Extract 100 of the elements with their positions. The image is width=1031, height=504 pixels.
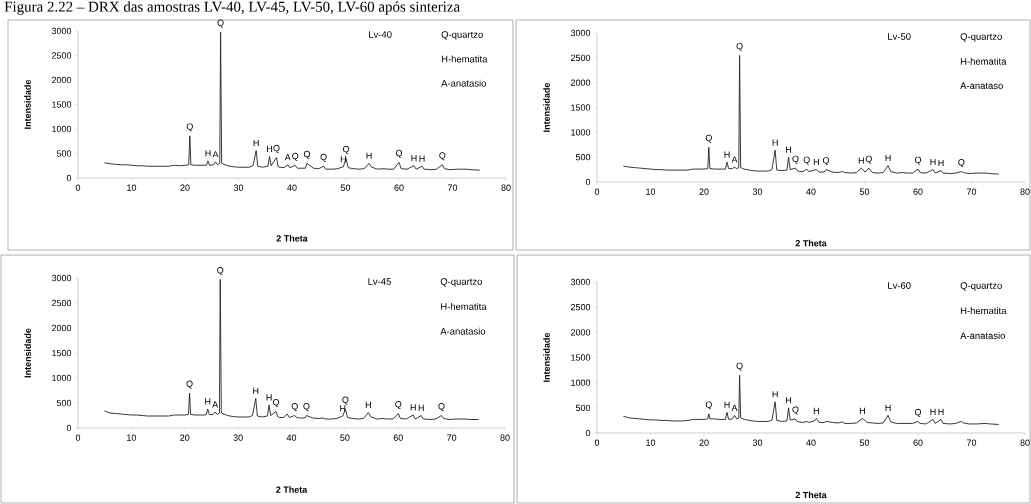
y-tick-label: 1000 — [52, 374, 72, 382]
x-tick-label: 60 — [913, 439, 923, 446]
x-tick-label: 60 — [393, 434, 403, 441]
annotation: A — [212, 401, 219, 408]
annotation: Q — [705, 134, 712, 143]
annotation: Q — [736, 42, 743, 51]
y-tick-label: 500 — [575, 404, 591, 412]
x-tick-label: 0 — [594, 439, 600, 446]
annotation: Q-quartzo — [440, 278, 482, 287]
annotation: A — [731, 156, 738, 163]
x-tick-label: 40 — [806, 188, 816, 195]
x-tick-label: 70 — [966, 188, 977, 195]
annotation: H-hematita — [441, 55, 488, 63]
y-axis-title: Intensidade — [24, 328, 31, 378]
y-tick-label: 2000 — [51, 76, 72, 84]
annotation: A-anatasio — [960, 332, 1006, 339]
annotation: H-hematita — [441, 302, 487, 310]
x-tick-label: 50 — [340, 184, 351, 191]
y-tick-label: 3000 — [570, 29, 591, 37]
y-tick-label: 1500 — [571, 354, 591, 361]
y-tick-label: 1500 — [52, 101, 72, 108]
y-tick-label: 0 — [66, 424, 72, 432]
annotation: H — [411, 155, 417, 162]
annotation: H — [267, 145, 273, 152]
annotation: Q — [792, 155, 799, 164]
annotation: H — [772, 391, 778, 398]
annotation: A-anataso — [960, 82, 1003, 89]
annotation: Lv-60 — [888, 282, 911, 289]
x-tick-label: 20 — [699, 439, 709, 446]
y-tick-label: 500 — [575, 153, 591, 161]
y-tick-label: 1000 — [571, 379, 591, 386]
annotation: H — [365, 401, 371, 409]
y-tick-label: 500 — [56, 399, 72, 407]
x-tick-label: 50 — [859, 188, 870, 195]
x-tick-label: 70 — [966, 439, 977, 446]
x-tick-label: 0 — [594, 188, 600, 195]
annotation: Q — [395, 149, 403, 158]
x-axis-title: 2 Theta — [276, 234, 308, 242]
annotation: Q — [395, 401, 402, 409]
annotation: Q — [438, 403, 445, 411]
x-tick-label: 10 — [646, 439, 656, 446]
y-tick-label: 2000 — [570, 329, 591, 336]
x-tick-label: 60 — [913, 188, 923, 195]
x-tick-label: 20 — [180, 184, 190, 191]
annotation: Q — [914, 408, 922, 417]
annotation: Q-quartzo — [960, 282, 1002, 291]
annotation: A — [731, 404, 738, 411]
annotation: Q — [792, 406, 799, 415]
y-tick-label: 2000 — [51, 324, 72, 332]
annotation: Q — [292, 152, 299, 161]
annotation: Q — [186, 380, 193, 389]
annotation: Q — [217, 19, 224, 28]
x-tick-label: 50 — [859, 439, 870, 446]
annotation: H — [205, 398, 211, 405]
chart-title: Figura 2.22 – DRX das amostras LV-40, LV-45, LV-50, LV-60 após sinteriza — [4, 1, 460, 15]
annotation: H — [938, 408, 944, 415]
annotation: H-hematita — [960, 57, 1007, 65]
y-axis-title: Intensidade — [543, 332, 550, 382]
annotation: Lv-40 — [369, 31, 392, 38]
annotation: H — [410, 404, 416, 411]
y-tick-label: 2500 — [570, 303, 591, 311]
annotation: Q — [217, 267, 224, 275]
y-tick-label: 0 — [66, 174, 72, 182]
y-tick-label: 2500 — [51, 52, 72, 59]
annotation: H — [885, 154, 891, 162]
annotation: H — [724, 151, 730, 158]
x-tick-label: 0 — [75, 434, 81, 441]
annotation: Q-quartzo — [441, 31, 483, 40]
y-tick-label: 1000 — [571, 129, 591, 136]
annotation: Q — [342, 145, 350, 154]
x-tick-label: 20 — [180, 434, 190, 441]
annotation: Q — [291, 403, 298, 411]
annotation: Q-quartzo — [960, 33, 1002, 42]
x-tick-label: 20 — [699, 188, 709, 195]
annotation: H — [813, 158, 819, 166]
x-tick-label: 0 — [75, 184, 81, 191]
annotation: A-anatasio — [441, 79, 486, 87]
x-axis-title: 2 Theta — [795, 239, 827, 247]
x-axis-title: 2 Theta — [276, 486, 308, 493]
annotation: Lv-50 — [888, 33, 911, 40]
x-tick-label: 30 — [752, 439, 763, 446]
annotation: H — [858, 157, 864, 164]
x-tick-label: 10 — [127, 434, 137, 441]
annotation: H — [938, 159, 944, 167]
annotation: Q — [272, 399, 280, 407]
x-tick-label: 80 — [501, 184, 511, 191]
x-tick-label: 30 — [233, 434, 243, 441]
y-tick-label: 3000 — [51, 27, 72, 35]
x-tick-label: 40 — [286, 434, 297, 441]
annotation: Q — [273, 144, 280, 153]
y-axis-title: Intensidade — [24, 79, 31, 129]
annotation: Q — [822, 157, 830, 166]
annotation: H — [340, 405, 346, 412]
x-tick-label: 80 — [500, 434, 510, 441]
annotation: Q — [342, 396, 349, 405]
annotation: H — [419, 155, 425, 162]
annotation: H — [859, 407, 865, 414]
annotation: Q — [439, 152, 446, 161]
y-tick-label: 3000 — [570, 278, 591, 286]
x-tick-label: 30 — [233, 184, 244, 191]
